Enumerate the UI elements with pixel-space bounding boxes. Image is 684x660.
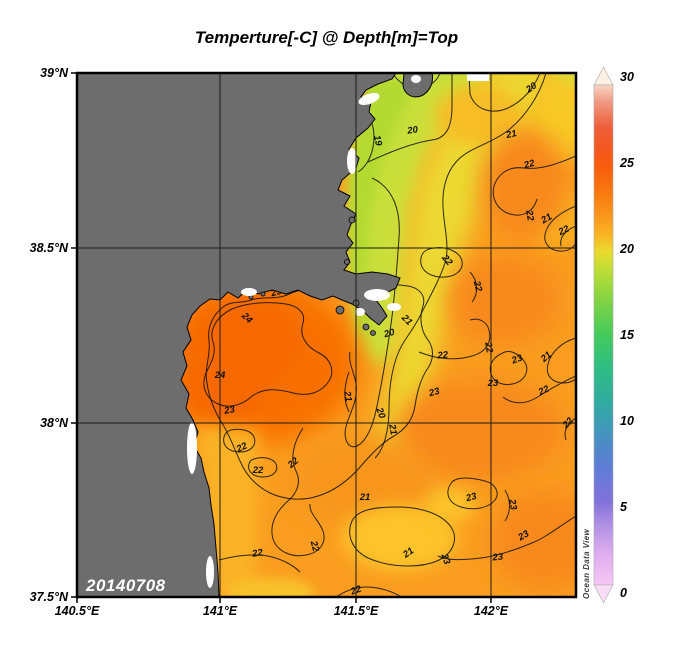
contour-label: 22 (470, 279, 484, 294)
colorbar-tick-label: 0 (620, 586, 627, 600)
contour-label: 21 (359, 492, 371, 503)
odv-watermark: Ocean Data View (582, 528, 591, 599)
colorbar-arrow-up (593, 66, 614, 86)
colorbar-tick-label: 25 (619, 156, 635, 170)
contour-label: 23 (491, 552, 504, 564)
colorbar-tick-label: 20 (619, 242, 634, 256)
colorbar-tick-label: 5 (620, 500, 628, 514)
colorbar-arrow-down (593, 584, 614, 604)
contour-label: 23 (222, 404, 236, 417)
colorbar-tick-label: 15 (620, 328, 635, 342)
colorbar-tick-labels: 30 25 20 15 10 5 0 (619, 70, 635, 600)
contour-label: 23 (438, 551, 453, 566)
graticule (77, 73, 576, 597)
contour-label: 22 (523, 208, 536, 222)
land-mass (77, 73, 489, 597)
colorbar-tick-label: 30 (620, 70, 634, 84)
contour-label: 22 (436, 350, 449, 362)
contour-label: 21 (504, 128, 518, 141)
no-data-patches (187, 73, 489, 588)
contour-label: 20 (382, 327, 397, 341)
y-axis: 39°N 38.5°N 38°N 37.5°N (30, 66, 76, 604)
contour-label: 23 (487, 378, 499, 389)
x-tick-label: 142°E (474, 604, 509, 618)
y-tick-label: 39°N (40, 66, 69, 80)
plot-border (75, 71, 578, 599)
contour-label: 21 (539, 211, 555, 226)
contour-label: 23 (427, 386, 442, 400)
x-tick-label: 141°E (203, 604, 238, 618)
contour-label: 21 (386, 422, 399, 435)
contour-label: 22 (522, 158, 537, 172)
contour-label: 20 (406, 124, 420, 137)
islands (248, 216, 376, 336)
contour-label: 23 (509, 352, 524, 367)
contour-label: 22 (234, 440, 250, 455)
contour-label: 23 (464, 491, 479, 505)
x-tick-label: 141.5°E (334, 604, 379, 618)
colorbar: 30 25 20 15 10 5 0 Ocean Data View (582, 66, 635, 604)
x-axis: 140.5°E 141°E 141.5°E 142°E (55, 598, 509, 618)
y-tick-label: 38.5°N (30, 241, 69, 255)
contour-label: 20 (373, 405, 388, 420)
contour-label: 23 (506, 497, 519, 511)
colorbar-gradient (593, 84, 614, 586)
date-stamp: 20140708 (85, 576, 166, 595)
x-tick-label: 140.5°E (55, 604, 100, 618)
contour-label: 22 (252, 465, 264, 476)
colorbar-tick-label: 10 (620, 414, 634, 428)
y-tick-label: 37.5°N (30, 590, 69, 604)
sea-temperature-field: 1919202021222221222222232421202222232124… (77, 73, 576, 597)
y-tick-label: 38°N (40, 416, 69, 430)
contour-lines (203, 73, 576, 597)
contour-label: 19 (371, 134, 384, 147)
contour-label: 22 (536, 383, 552, 398)
contour-label: 21 (400, 545, 416, 561)
contour-label: 22 (556, 223, 572, 238)
contour-label: 21 (341, 389, 354, 402)
plot-title: Temperture[-C] @ Depth[m]=Top (194, 28, 459, 47)
contour-label: 22 (250, 547, 264, 560)
contour-label: 22 (307, 539, 321, 554)
contour-label: 22 (482, 340, 495, 354)
